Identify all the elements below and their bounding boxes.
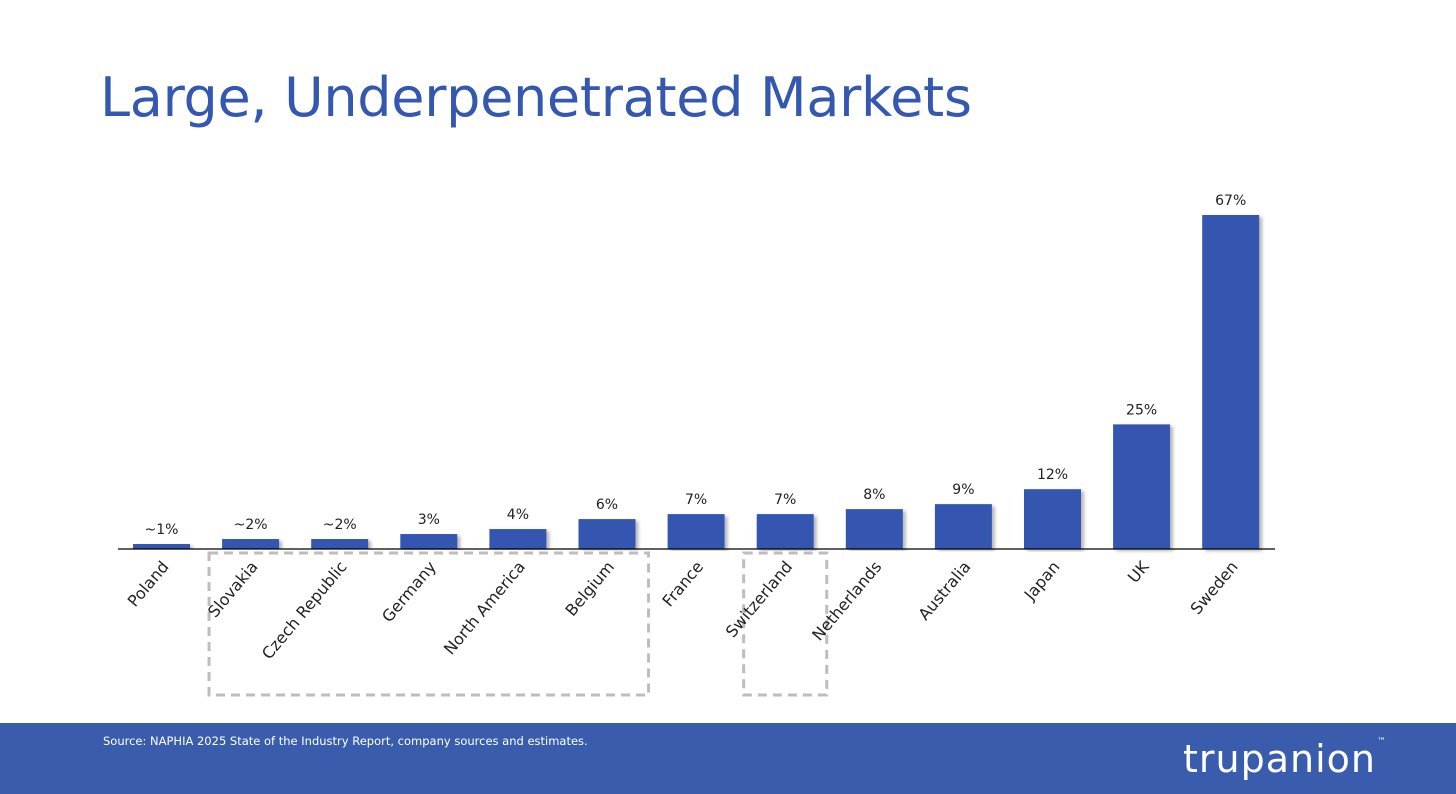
category-label-poland: Poland bbox=[124, 557, 173, 610]
value-label-france: 7% bbox=[685, 492, 707, 508]
bar-uk bbox=[1113, 424, 1171, 549]
bar-australia bbox=[934, 504, 992, 549]
bar-germany bbox=[400, 534, 458, 549]
value-label-japan: 12% bbox=[1037, 467, 1068, 483]
footer-bar: Source: NAPHIA 2025 State of the Industr… bbox=[0, 723, 1456, 794]
category-label-switzerland: Switzerland bbox=[722, 557, 797, 641]
bar-czech-republic bbox=[311, 539, 369, 549]
category-label-japan: Japan bbox=[1020, 557, 1064, 604]
bar-north-america bbox=[489, 529, 547, 549]
value-label-slovakia: ~2% bbox=[234, 517, 268, 533]
bar-chart: ~1% ~2% ~2% 3% 4% 6% 7% 7% 8% 9% 12% 25% 67% Poland S… bbox=[118, 193, 1275, 697]
value-label-sweden: 67% bbox=[1215, 193, 1246, 209]
category-label-north-america: North America bbox=[440, 557, 529, 658]
value-label-uk: 25% bbox=[1126, 402, 1157, 418]
trademark-mark: ™ bbox=[1377, 737, 1387, 748]
bar-slovakia bbox=[222, 539, 280, 549]
bar-poland bbox=[133, 544, 190, 549]
brand-wordmark: trupanion bbox=[1183, 737, 1376, 781]
category-label-slovakia: Slovakia bbox=[204, 557, 262, 621]
category-label-uk: UK bbox=[1124, 557, 1153, 587]
bar-france bbox=[667, 514, 725, 549]
value-label-switzerland: 7% bbox=[774, 492, 796, 508]
bars-layer bbox=[133, 215, 1260, 549]
bar-netherlands bbox=[845, 509, 903, 549]
value-label-australia: 9% bbox=[952, 482, 974, 498]
category-label-australia: Australia bbox=[914, 557, 974, 623]
slide-title: Large, Underpenetrated Markets bbox=[100, 66, 972, 129]
category-label-sweden: Sweden bbox=[1187, 557, 1242, 618]
grouping-boxes-layer bbox=[207, 551, 829, 697]
source-note: Source: NAPHIA 2025 State of the Industr… bbox=[103, 734, 588, 748]
grouping-box-switzerland-to-switzerland bbox=[742, 551, 829, 697]
category-label-czech-republic: Czech Republic bbox=[258, 557, 351, 663]
brand-logo: trupanion™ bbox=[1183, 737, 1387, 781]
category-label-france: France bbox=[658, 557, 707, 610]
bar-sweden bbox=[1202, 215, 1260, 549]
value-label-germany: 3% bbox=[418, 512, 440, 528]
value-label-poland: ~1% bbox=[145, 522, 179, 538]
grouping-box-slovakia-to-belgium bbox=[207, 551, 651, 697]
category-label-germany: Germany bbox=[378, 557, 440, 626]
value-label-north-america: 4% bbox=[507, 507, 529, 523]
bar-japan bbox=[1024, 489, 1081, 549]
bar-belgium bbox=[578, 519, 636, 549]
value-label-czech-republic: ~2% bbox=[323, 517, 357, 533]
bar-switzerland bbox=[756, 514, 814, 549]
value-label-belgium: 6% bbox=[596, 497, 618, 513]
value-labels-layer: ~1% ~2% ~2% 3% 4% 6% 7% 7% 8% 9% 12% 25% 67% bbox=[145, 193, 1247, 538]
value-label-netherlands: 8% bbox=[863, 487, 885, 503]
category-label-netherlands: Netherlands bbox=[808, 557, 885, 644]
category-label-belgium: Belgium bbox=[561, 557, 618, 619]
